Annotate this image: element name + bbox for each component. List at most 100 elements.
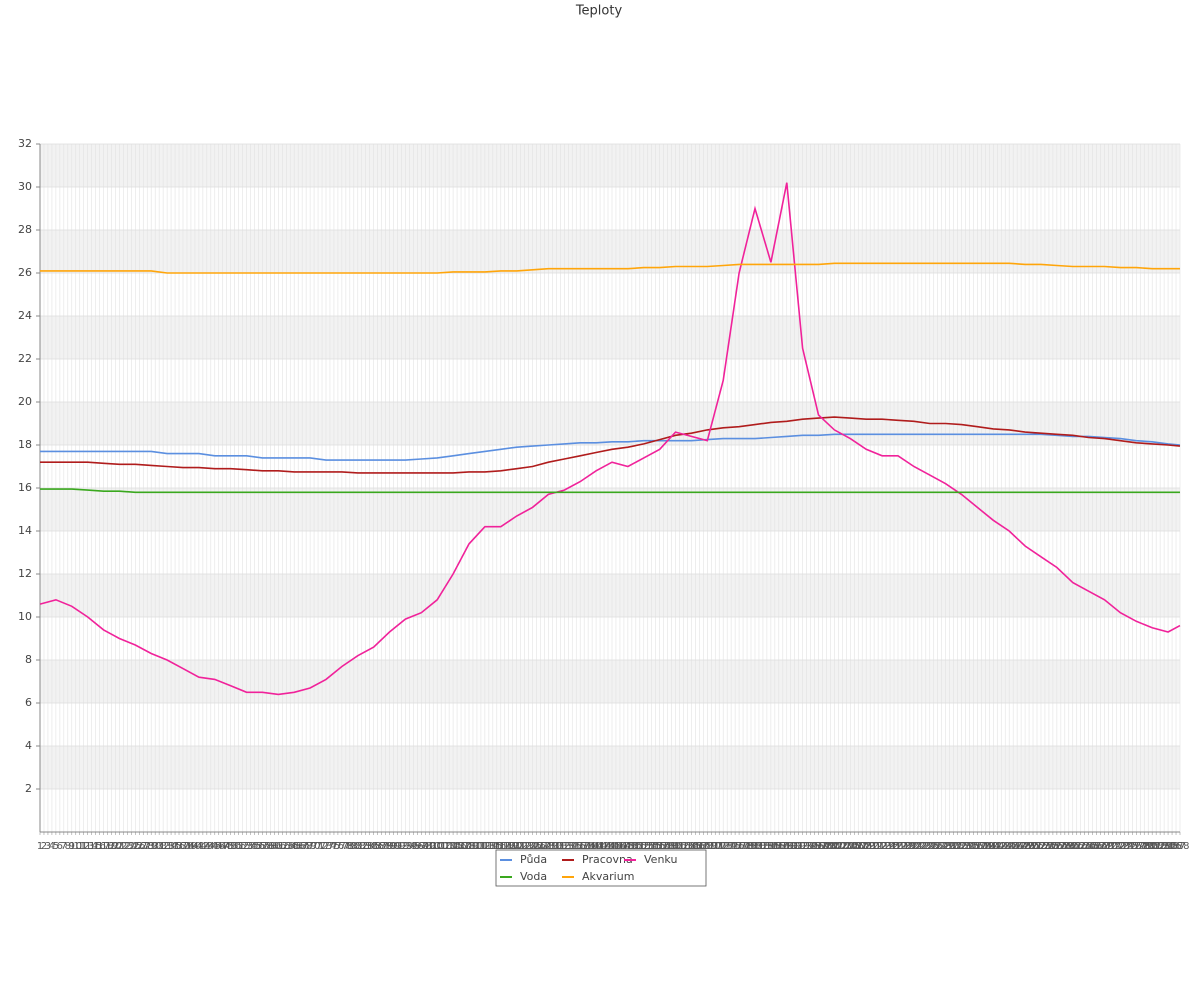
x-tick-label: 257 <box>1047 841 1066 852</box>
x-tick-label: 106 <box>448 841 467 852</box>
x-tick-label: 42 <box>196 841 209 852</box>
x-tick-label: 268 <box>1091 841 1110 852</box>
x-tick-label: 176 <box>726 841 745 852</box>
x-tick-label: 117 <box>491 841 510 852</box>
x-tick-label: 63 <box>280 841 293 852</box>
x-tick-label: 119 <box>499 841 518 852</box>
x-tick-label: 238 <box>972 841 991 852</box>
x-tick-label: 252 <box>1027 841 1046 852</box>
series-line <box>40 433 1181 461</box>
x-tick-label: 26 <box>133 841 146 852</box>
x-tick-label: 83 <box>359 841 372 852</box>
x-tick-label: 154 <box>638 841 657 852</box>
x-tick-label: 126 <box>527 841 546 852</box>
x-tick-label: 146 <box>606 841 625 852</box>
x-tick-label: 172 <box>710 841 729 852</box>
x-tick-label: 269 <box>1095 841 1114 852</box>
x-tick-label: 183 <box>753 841 772 852</box>
x-tick-label: 220 <box>900 841 919 852</box>
x-tick-label: 232 <box>948 841 967 852</box>
series-line <box>40 262 1180 274</box>
x-tick-label: 99 <box>423 841 436 852</box>
x-tick-label: 29 <box>145 841 158 852</box>
x-tick-label: 108 <box>455 841 474 852</box>
x-tick-label: 60 <box>268 841 281 852</box>
x-tick-label: 263 <box>1071 841 1090 852</box>
x-tick-label: 25 <box>129 841 142 852</box>
x-tick-label: 11 <box>73 841 86 852</box>
x-tick-label: 223 <box>912 841 931 852</box>
x-tick-label: 53 <box>240 841 253 852</box>
x-tick-label: 10 <box>69 841 82 852</box>
x-tick-label: 159 <box>658 841 677 852</box>
x-tick-label: 116 <box>487 841 506 852</box>
x-tick-label: 16 <box>93 841 106 852</box>
x-tick-label: 169 <box>698 841 717 852</box>
x-tick-label: 96 <box>411 841 424 852</box>
x-tick-label: 233 <box>952 841 971 852</box>
x-tick-label: 138 <box>575 841 594 852</box>
x-tick-label: 162 <box>670 841 689 852</box>
x-tick-label: 145 <box>602 841 621 852</box>
x-tick-label: 274 <box>1115 841 1134 852</box>
x-tick-label: 65 <box>288 841 301 852</box>
x-tick-label: 105 <box>444 841 463 852</box>
x-tick-label: 137 <box>571 841 590 852</box>
x-tick-label: 135 <box>563 841 582 852</box>
x-tick-label: 136 <box>567 841 586 852</box>
x-tick-label: 80 <box>347 841 360 852</box>
grid-band <box>40 402 1180 445</box>
x-tick-label: 245 <box>1000 841 1019 852</box>
x-tick-label: 148 <box>614 841 633 852</box>
x-tick-label: 34 <box>165 841 178 852</box>
x-tick-label: 222 <box>908 841 927 852</box>
x-tick-label: 256 <box>1043 841 1062 852</box>
x-tick-label: 160 <box>662 841 681 852</box>
x-tick-label: 248 <box>1012 841 1031 852</box>
x-tick-label: 205 <box>841 841 860 852</box>
y-tick-label: 30 <box>18 180 32 193</box>
x-tick-label: 150 <box>622 841 641 852</box>
x-tick-label: 173 <box>714 841 733 852</box>
x-tick-label: 27 <box>137 841 150 852</box>
x-tick-label: 125 <box>523 841 542 852</box>
x-tick-label: 178 <box>734 841 753 852</box>
x-tick-label: 157 <box>650 841 669 852</box>
x-tick-label: 181 <box>745 841 764 852</box>
x-tick-label: 73 <box>320 841 333 852</box>
x-tick-label: 59 <box>264 841 277 852</box>
x-tick-label: 243 <box>992 841 1011 852</box>
x-tick-label: 279 <box>1135 841 1154 852</box>
y-tick-label: 12 <box>18 567 32 580</box>
x-tick-label: 12 <box>77 841 90 852</box>
x-tick-label: 211 <box>865 841 884 852</box>
x-tick-label: 76 <box>332 841 345 852</box>
x-tick-label: 266 <box>1083 841 1102 852</box>
x-tick-label: 284 <box>1155 841 1174 852</box>
x-tick-label: 84 <box>363 841 376 852</box>
x-tick-label: 130 <box>543 841 562 852</box>
x-tick-label: 122 <box>511 841 530 852</box>
legend-label: Venku <box>644 853 677 866</box>
x-tick-label: 186 <box>765 841 784 852</box>
x-tick-label: 177 <box>730 841 749 852</box>
x-tick-label: 204 <box>837 841 856 852</box>
x-tick-label: 79 <box>343 841 356 852</box>
x-tick-label: 107 <box>451 841 470 852</box>
x-tick-label: 19 <box>105 841 118 852</box>
x-tick-label: 267 <box>1087 841 1106 852</box>
x-tick-label: 86 <box>371 841 384 852</box>
y-tick-label: 28 <box>18 223 32 236</box>
x-tick-label: 22 <box>117 841 130 852</box>
x-tick-label: 139 <box>579 841 598 852</box>
y-tick-label: 10 <box>18 610 32 623</box>
x-tick-label: 124 <box>519 841 538 852</box>
x-tick-label: 134 <box>559 841 578 852</box>
x-tick-label: 187 <box>769 841 788 852</box>
x-tick-label: 112 <box>471 841 490 852</box>
x-tick-label: 77 <box>336 841 349 852</box>
x-tick-label: 224 <box>916 841 935 852</box>
y-tick-label: 6 <box>25 696 32 709</box>
x-tick-label: 71 <box>312 841 325 852</box>
